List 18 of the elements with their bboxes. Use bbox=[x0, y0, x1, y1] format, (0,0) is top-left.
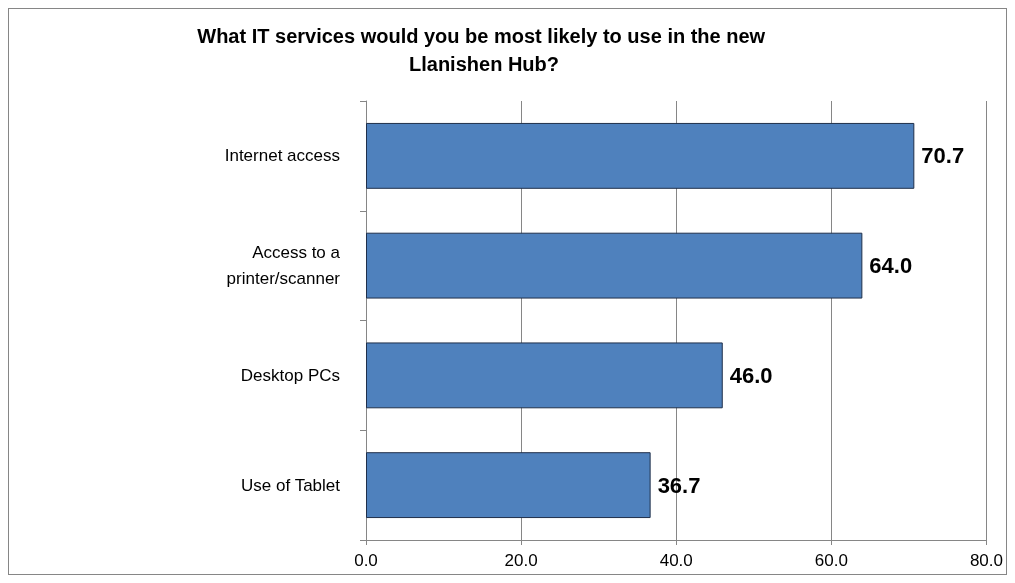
y-tick-label: Use of Tablet bbox=[241, 475, 341, 495]
x-tick-label: 60.0 bbox=[814, 551, 848, 570]
y-tick-label: Internet access bbox=[224, 146, 340, 166]
x-tick-label: 40.0 bbox=[659, 551, 693, 570]
y-tick-label: Access to a printer/scanner bbox=[226, 243, 341, 289]
x-tick-label: 20.0 bbox=[504, 551, 538, 570]
data-label: 64.0 bbox=[869, 253, 913, 279]
y-tick-label: Desktop PCs bbox=[240, 365, 340, 385]
bar bbox=[366, 232, 863, 299]
data-label: 70.7 bbox=[921, 143, 965, 169]
x-tick-label: 80.0 bbox=[969, 551, 1003, 570]
chart-title: What IT services would you be most likely to use in the new Llanishen Hub? bbox=[197, 25, 771, 75]
bar bbox=[366, 122, 915, 189]
bar bbox=[366, 452, 651, 519]
data-label: 46.0 bbox=[729, 362, 773, 388]
data-label: 36.7 bbox=[657, 472, 701, 498]
x-tick-label: 0.0 bbox=[354, 551, 378, 570]
bar bbox=[366, 342, 723, 409]
